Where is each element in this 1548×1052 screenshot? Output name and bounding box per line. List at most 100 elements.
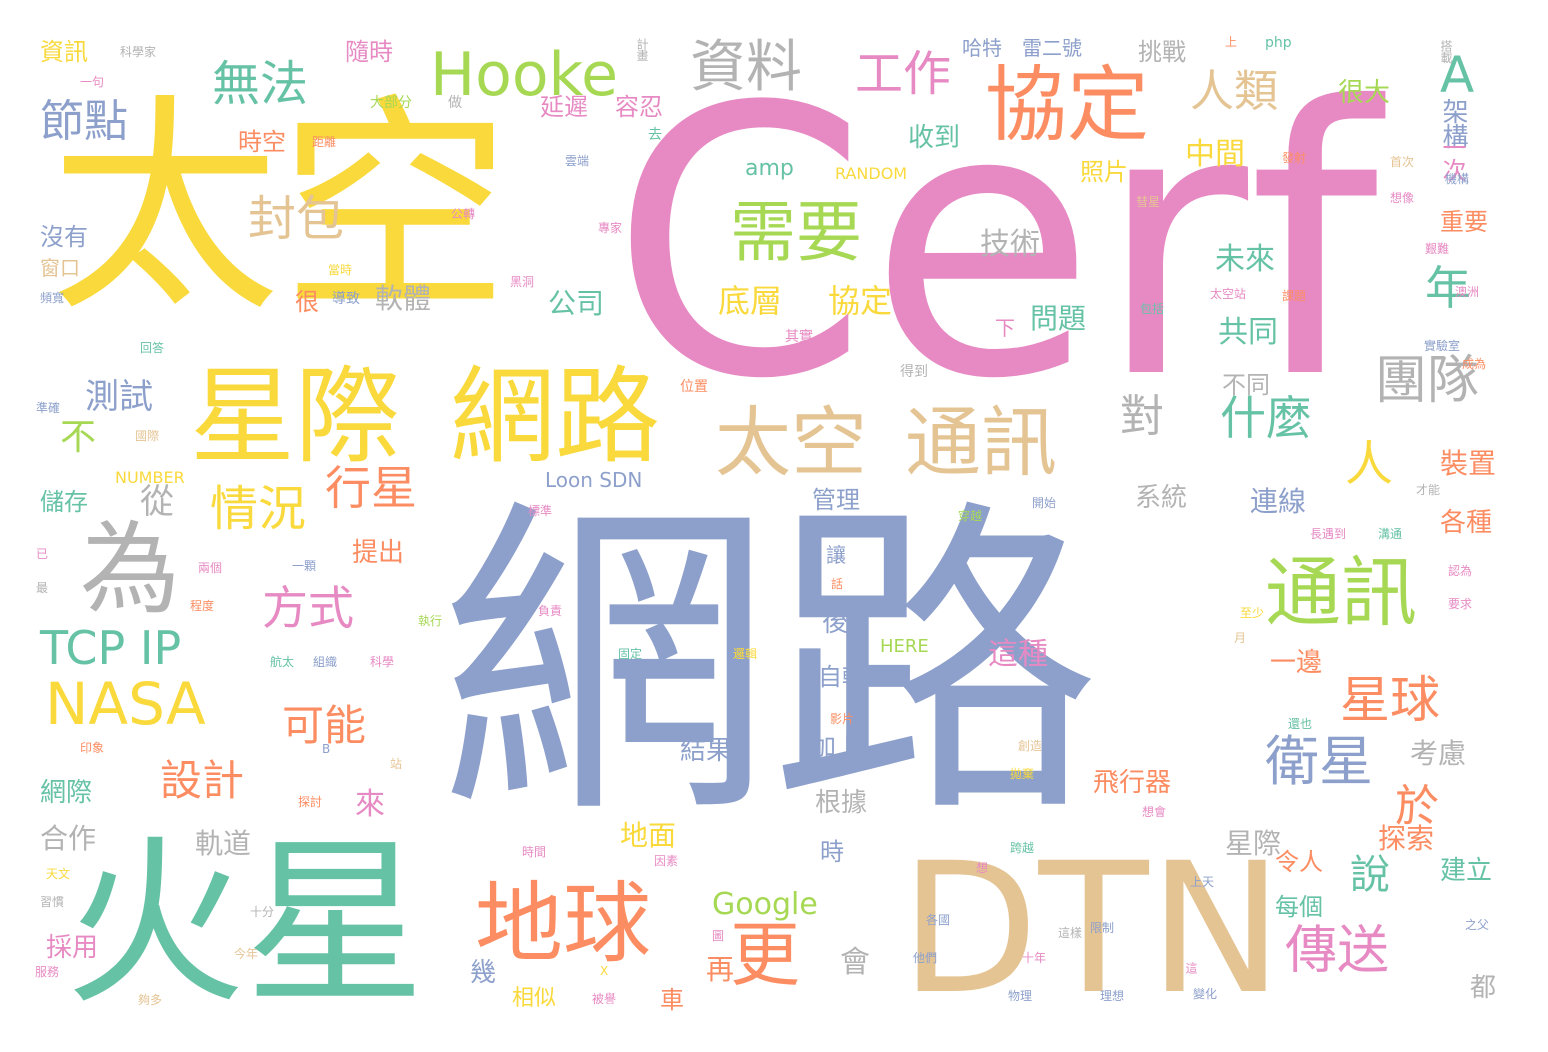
word-cloud-word: 網際 <box>40 778 93 808</box>
word-cloud-word: 時 <box>820 838 844 866</box>
word-cloud-word: 年 <box>1425 261 1471 315</box>
word-cloud-word: 網路 <box>440 473 1100 857</box>
word-cloud-word: 限制 <box>1090 921 1115 935</box>
word-cloud-word: 合作 <box>40 822 97 855</box>
word-cloud-word: 發射 <box>1282 151 1307 165</box>
word-cloud-word: 想會 <box>1142 805 1167 819</box>
word-cloud-word: 儲存 <box>40 488 88 516</box>
word-cloud-word: 國際 <box>135 429 160 443</box>
word-cloud-word: 上天 <box>1190 875 1215 889</box>
word-cloud-word: 網路 <box>450 356 661 478</box>
word-cloud-word: 封包 <box>248 191 345 247</box>
word-cloud-word: 會 <box>840 945 870 980</box>
word-cloud-word: A <box>1440 46 1475 104</box>
word-cloud-word: 資料 <box>690 35 802 100</box>
word-cloud-word: 衛星 <box>1265 730 1373 793</box>
word-cloud-word: 再 <box>706 953 735 986</box>
word-cloud-word: 要求 <box>1448 597 1473 611</box>
word-cloud-word: 澳洲 <box>1455 285 1480 299</box>
word-cloud-word: 這 <box>1184 962 1198 974</box>
word-cloud-word: 軌道 <box>195 827 252 860</box>
word-cloud-word: 方式 <box>262 581 354 635</box>
word-cloud-word: 隨時 <box>345 38 393 66</box>
word-cloud-word: 連線 <box>1250 485 1307 518</box>
word-cloud-word: 機構 <box>1445 172 1470 186</box>
word-cloud-word: 容忍 <box>615 93 663 121</box>
word-cloud-word: 組織 <box>313 655 338 669</box>
word-cloud-word: 成為 <box>1462 357 1487 371</box>
word-cloud-word: 協定 <box>828 282 893 320</box>
word-cloud-word: 工作 <box>855 46 952 102</box>
word-cloud-word: X <box>600 964 609 978</box>
word-cloud-word: 架構 <box>1438 98 1468 148</box>
word-cloud-word: 搭載 <box>1439 40 1453 64</box>
word-cloud-word: 得到 <box>900 364 928 380</box>
word-cloud-word: 黑洞 <box>510 275 535 289</box>
word-cloud-word: 計畫 <box>635 38 649 62</box>
word-cloud-word: 從 <box>140 482 174 522</box>
word-cloud-word: 至少 <box>1240 606 1265 620</box>
word-cloud-word: 很大 <box>1338 78 1391 108</box>
word-cloud-word: 星際 <box>1225 827 1282 860</box>
word-cloud-word: 裝置 <box>1440 447 1497 480</box>
word-cloud-word: 圖 <box>712 929 725 943</box>
word-cloud-word: 他們 <box>913 951 938 965</box>
word-cloud-word: 需要 <box>730 194 862 271</box>
word-cloud-word: 根據 <box>815 788 868 818</box>
word-cloud-word: 為 <box>80 511 180 628</box>
word-cloud-word: 未來 <box>1215 242 1275 277</box>
word-cloud-word: 課題 <box>1282 289 1307 303</box>
word-cloud-word: 被譽 <box>592 992 617 1006</box>
word-cloud-word: 很 <box>295 288 319 316</box>
word-cloud-word: 艱難 <box>1425 242 1450 256</box>
word-cloud-word: 這種 <box>988 637 1048 672</box>
word-cloud-word: 各種 <box>1440 508 1493 538</box>
word-cloud-word: 印象 <box>80 741 105 755</box>
word-cloud-word: 月 <box>1234 631 1247 645</box>
word-cloud-word: Hooke <box>430 40 619 110</box>
word-cloud-word: 通訊 <box>905 398 1057 487</box>
word-cloud-word: 之父 <box>1465 918 1490 932</box>
word-cloud-word: 技術 <box>980 227 1040 262</box>
word-cloud-word: 想 <box>976 861 989 875</box>
word-cloud-word: 公轉 <box>451 207 476 221</box>
word-cloud-word: 兩個 <box>198 561 223 575</box>
word-cloud-word: 太空站 <box>1210 287 1247 301</box>
word-cloud-word: 科學 <box>370 655 395 669</box>
word-cloud-word: 人類 <box>1190 66 1278 117</box>
word-cloud-word: 對 <box>1120 391 1164 442</box>
word-cloud-word: 相似 <box>512 986 557 1011</box>
word-cloud-word: RANDOM <box>835 164 908 183</box>
word-cloud-word: 夠多 <box>138 993 163 1007</box>
word-cloud-word: 上 <box>1225 35 1238 49</box>
word-cloud-word: 收到 <box>908 123 961 153</box>
word-cloud-word: 底層 <box>718 282 783 320</box>
word-cloud-word: 問題 <box>1030 302 1087 335</box>
word-cloud-word: 彗星 <box>1136 195 1161 209</box>
word-cloud-word: 採用 <box>46 933 99 963</box>
word-cloud-word: 挑戰 <box>1138 38 1186 66</box>
word-cloud-word: NASA <box>45 670 206 738</box>
word-cloud-word: 十年 <box>1022 951 1047 965</box>
word-cloud-word: 回答 <box>140 341 165 355</box>
word-cloud-word: 話 <box>831 577 844 591</box>
word-cloud-word: 固定 <box>618 647 643 661</box>
word-cloud-word: 當時 <box>328 263 353 277</box>
word-cloud-word: 雲端 <box>565 154 590 168</box>
word-cloud-word: 團隊 <box>1375 351 1480 411</box>
word-cloud-word: 負責 <box>538 604 563 618</box>
word-cloud-word: 火星 <box>65 820 426 1029</box>
word-cloud-word: NUMBER <box>115 468 185 487</box>
word-cloud-word: 距離 <box>312 135 337 149</box>
word-cloud-word: 於 <box>1395 781 1439 832</box>
word-cloud-word: 雷二號 <box>1022 36 1082 60</box>
word-cloud-word: 物理 <box>1008 989 1033 1003</box>
word-cloud-word: B <box>322 742 331 756</box>
word-cloud-word: 穿越 <box>958 509 983 523</box>
word-cloud-word: 最 <box>36 581 49 595</box>
word-cloud-word: 無法 <box>212 56 309 112</box>
word-cloud-word: Loon SDN <box>545 468 643 492</box>
word-cloud-word: 一顆 <box>292 559 317 573</box>
word-cloud-word: 才能 <box>1416 483 1441 497</box>
word-cloud-word: 因素 <box>654 854 679 868</box>
